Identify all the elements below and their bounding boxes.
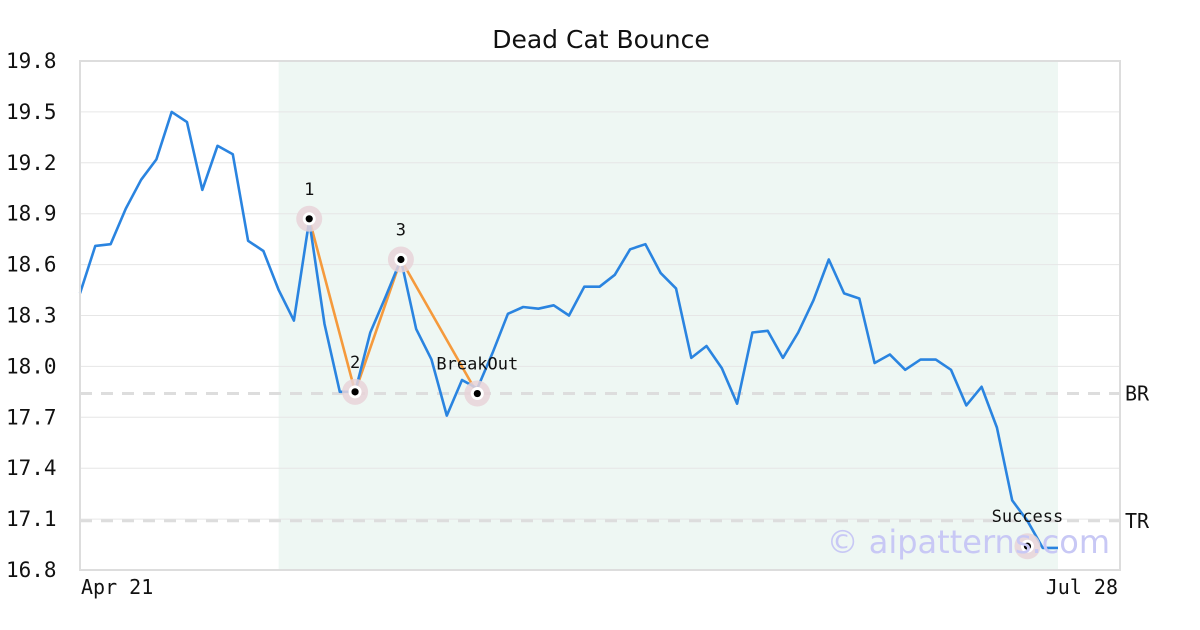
marker-dot bbox=[351, 388, 359, 396]
y-tick-label: 18.9 bbox=[6, 202, 57, 226]
price-line bbox=[78, 110, 1058, 550]
markers: 1 2 3 BreakOut Success bbox=[296, 180, 1064, 560]
x-tick-end: Jul 28 bbox=[1046, 575, 1118, 599]
chart-title: Dead Cat Bounce bbox=[492, 25, 710, 54]
plot-border bbox=[79, 60, 1121, 571]
pattern-line bbox=[307, 218, 479, 395]
y-tick-label: 18.6 bbox=[6, 253, 57, 277]
y-tick-label: 16.8 bbox=[6, 558, 57, 582]
y-tick-label: 19.5 bbox=[6, 100, 57, 124]
marker-label: 2 bbox=[350, 353, 360, 373]
x-tick-start: Apr 21 bbox=[81, 575, 153, 599]
marker-dot bbox=[397, 255, 405, 264]
marker-label: 3 bbox=[396, 221, 406, 241]
level-label-br: BR bbox=[1125, 382, 1150, 406]
y-tick-label: 19.2 bbox=[6, 151, 57, 175]
level-lines: BR TR bbox=[80, 382, 1150, 533]
marker-label: Success bbox=[992, 507, 1064, 527]
watermark: © aipatterns.com bbox=[827, 523, 1110, 561]
marker-dot bbox=[473, 389, 481, 398]
marker-label: BreakOut bbox=[436, 355, 518, 375]
y-tick-label: 17.1 bbox=[6, 507, 57, 531]
y-tick-labels: 19.8 19.5 19.2 18.9 18.6 18.3 18.0 17.7 17.4 17.1… bbox=[6, 49, 57, 582]
y-tick-label: 17.4 bbox=[6, 456, 57, 480]
y-tick-label: 17.7 bbox=[6, 405, 57, 429]
marker-dot bbox=[1023, 542, 1032, 550]
marker-label: 1 bbox=[304, 180, 314, 200]
marker-dot bbox=[305, 215, 313, 223]
y-tick-label: 18.3 bbox=[6, 304, 57, 328]
y-tick-label: 19.8 bbox=[6, 49, 57, 73]
level-label-tr: TR bbox=[1125, 509, 1150, 533]
y-tick-label: 18.0 bbox=[6, 354, 57, 378]
